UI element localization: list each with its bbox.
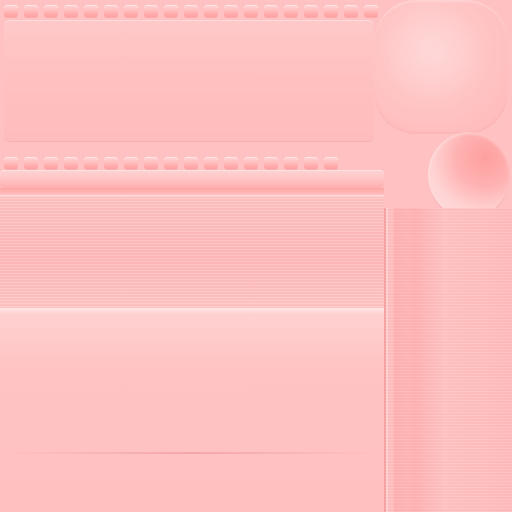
lower-divider — [4, 452, 380, 454]
stud — [64, 157, 78, 169]
stud — [364, 5, 378, 17]
stud — [124, 5, 138, 17]
round-knob — [428, 132, 510, 218]
stud — [184, 5, 198, 17]
stud — [204, 5, 218, 17]
stud — [304, 5, 318, 17]
stud — [44, 5, 58, 17]
striped-panel — [0, 195, 384, 307]
mid-stud-strip — [4, 156, 338, 170]
stud — [144, 5, 158, 17]
stud — [344, 5, 358, 17]
stud — [204, 157, 218, 169]
stud — [124, 157, 138, 169]
stud — [44, 157, 58, 169]
stud — [4, 157, 18, 169]
stud — [304, 157, 318, 169]
right-vertical-column — [384, 208, 512, 512]
top-panel — [4, 20, 374, 142]
lower-panel-highlight — [0, 308, 384, 314]
stud — [104, 5, 118, 17]
stud — [224, 157, 238, 169]
stud — [184, 157, 198, 169]
stud — [24, 157, 38, 169]
stud — [284, 5, 298, 17]
top-stud-strip — [4, 4, 378, 18]
stud — [324, 5, 338, 17]
stud — [244, 5, 258, 17]
stud — [104, 157, 118, 169]
lower-panel — [0, 308, 384, 512]
mid-band — [0, 170, 384, 188]
stud — [24, 5, 38, 17]
stud — [164, 157, 178, 169]
stud — [64, 5, 78, 17]
stud — [224, 5, 238, 17]
stud — [4, 5, 18, 17]
stud — [264, 5, 278, 17]
mid-divider-line — [0, 188, 384, 194]
stud — [84, 157, 98, 169]
stud — [324, 157, 338, 169]
stud — [284, 157, 298, 169]
stud — [244, 157, 258, 169]
stud — [164, 5, 178, 17]
stud — [264, 157, 278, 169]
stud — [84, 5, 98, 17]
top-right-rounded-shape — [374, 0, 508, 134]
stud — [144, 157, 158, 169]
